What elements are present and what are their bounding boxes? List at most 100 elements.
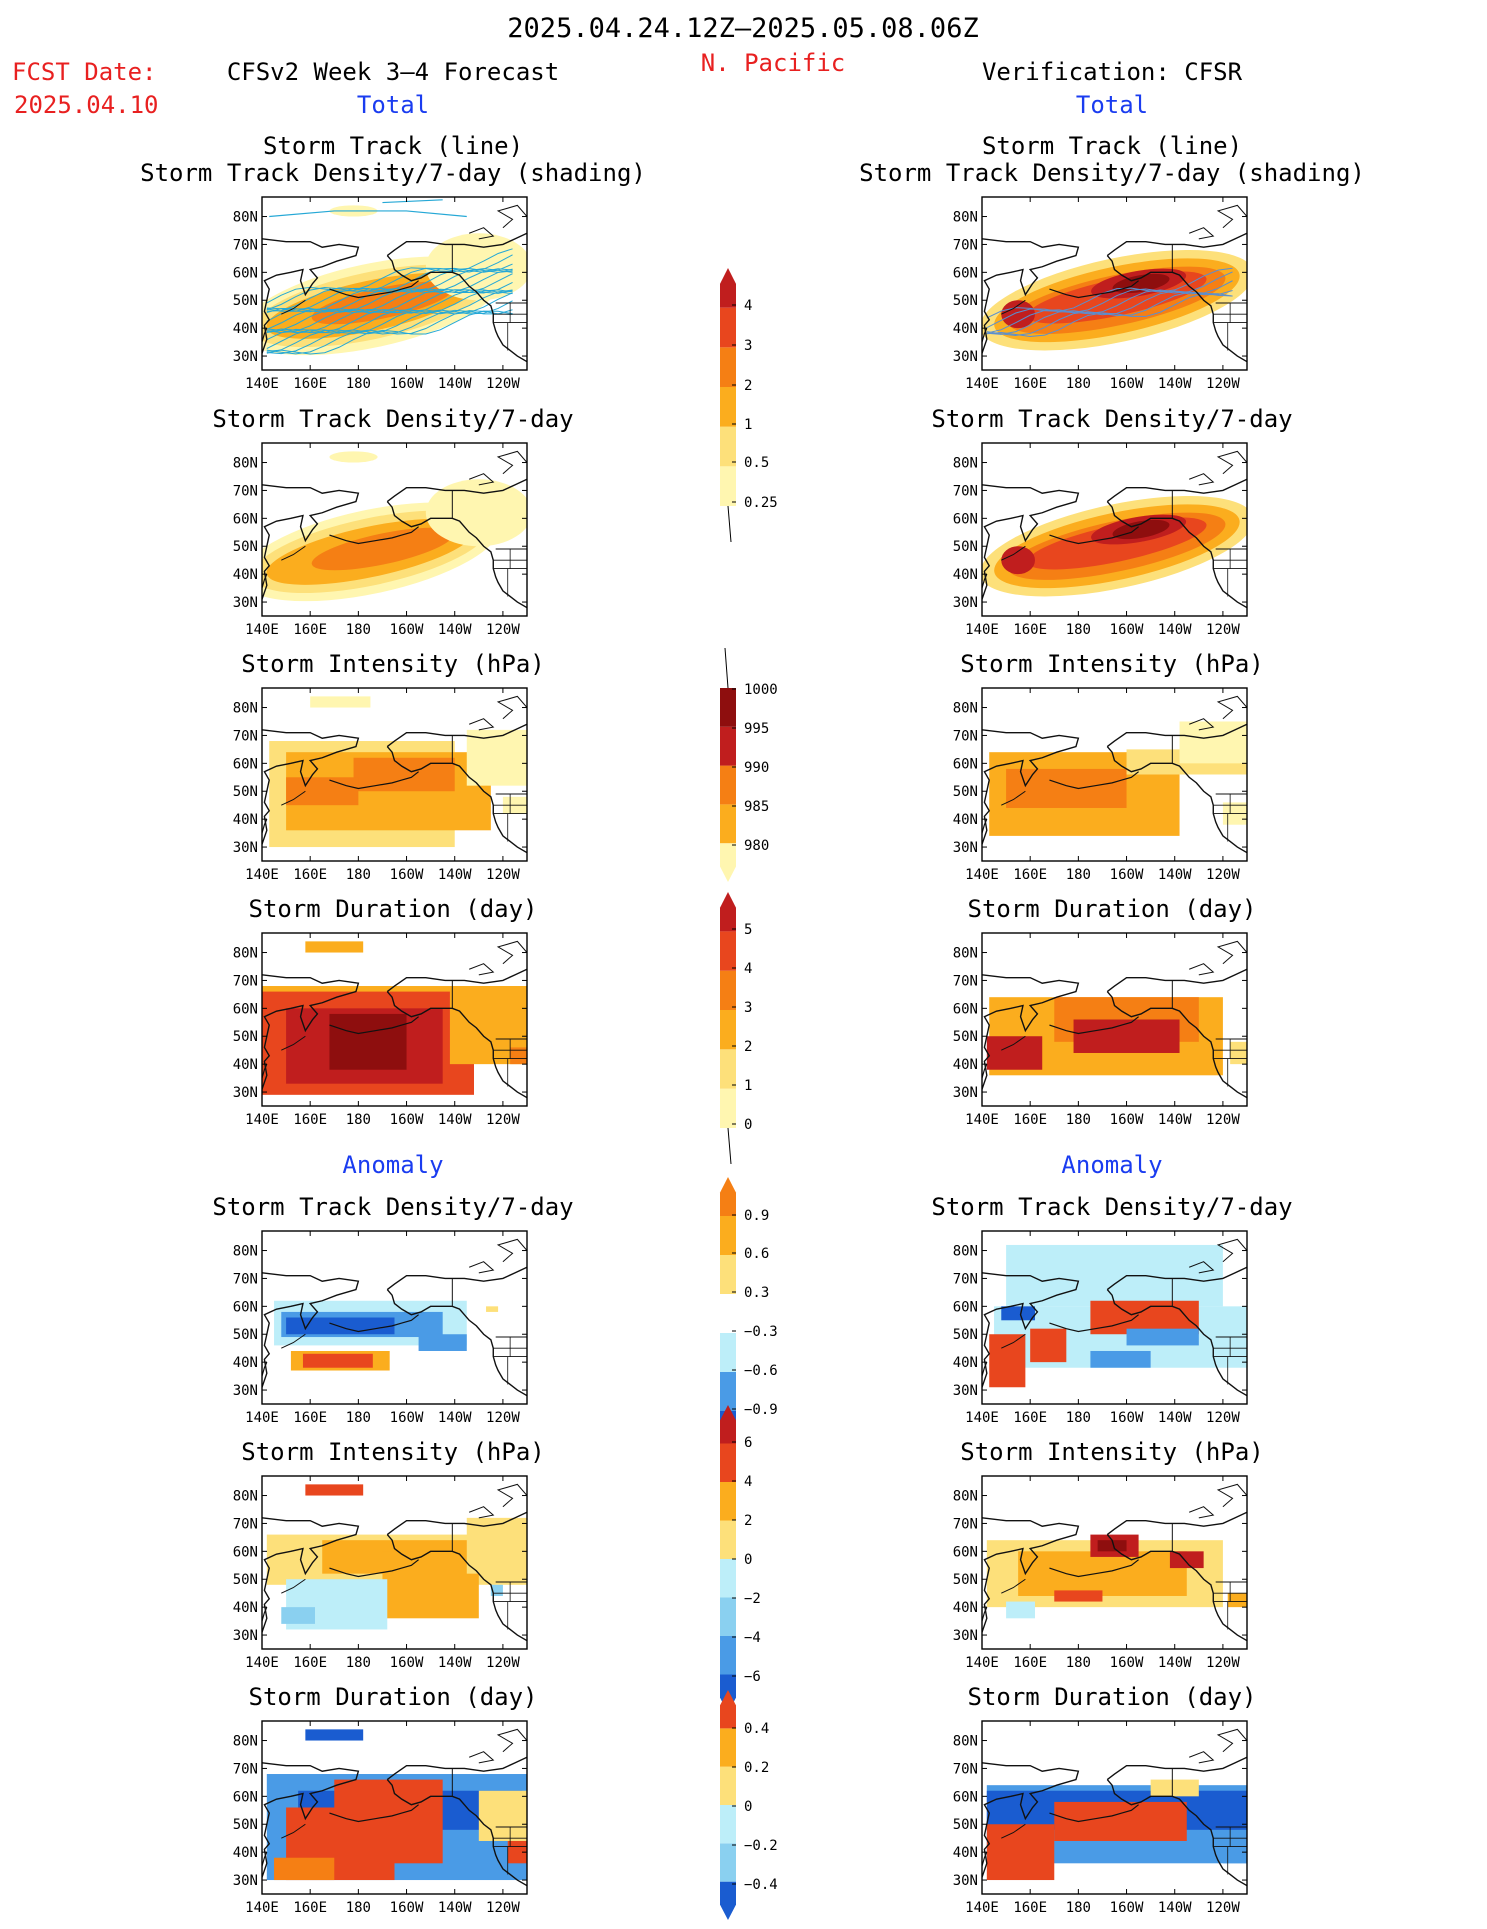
shade-region [311, 527, 454, 571]
lat-tick-label: 30N [953, 840, 978, 856]
coastline-kuril [1001, 1035, 1026, 1051]
coastline-arctic [1106, 1266, 1247, 1291]
coastline-north-america [386, 255, 527, 363]
colorbar-segment [720, 426, 736, 467]
colorbar-segment [720, 1405, 736, 1444]
lat-tick-label: 70N [233, 483, 258, 499]
lat-tick-label: 50N [233, 293, 258, 309]
colorbar-tick-label: 0.6 [744, 1246, 769, 1262]
coastline-north-america [1106, 255, 1247, 363]
date-range-title: 2025.04.24.12Z–2025.05.08.06Z [507, 13, 978, 44]
lat-tick-label: 70N [953, 728, 978, 744]
lat-tick-label: 70N [233, 237, 258, 253]
r-duration-title: Storm Duration (day) [968, 895, 1257, 923]
lat-tick-label: 30N [233, 1628, 258, 1644]
coastline-islands [496, 695, 527, 720]
colorbar-tick-label: 0.5 [744, 455, 769, 471]
colorbar-tick-label: 4 [744, 961, 752, 977]
coastline-japan [982, 573, 988, 589]
coastline-islands [469, 963, 495, 976]
shade-region [329, 451, 378, 463]
coastline-islands [1216, 450, 1247, 475]
shade-cell-block [1018, 1551, 1187, 1596]
coastline-japan [262, 1851, 268, 1867]
colorbar-tick-label: 0 [744, 1552, 752, 1568]
fcst-date-label: FCST Date: [12, 58, 157, 86]
map-frame [981, 442, 1248, 617]
colorbar-tick-label: −6 [744, 1669, 761, 1685]
lon-tick-label: 160E [1013, 1655, 1047, 1671]
shade-cell-block [1006, 1244, 1223, 1307]
coastline-islands [469, 718, 495, 731]
colorbar-duration: 5 4 3 2 1 0 [720, 892, 752, 1165]
colorbar-segment [720, 1482, 736, 1521]
coastline-kuril [1001, 1823, 1026, 1839]
coastline-north-america [1106, 501, 1247, 609]
colorbar-segment [720, 1294, 736, 1333]
colorbar-segment [720, 804, 736, 844]
colorbar-segment [720, 931, 736, 971]
lon-tick-label: 140E [245, 1900, 279, 1916]
colorbar-tick-label: 6 [744, 1435, 752, 1451]
colorbar-tick-label: −0.2 [744, 1838, 778, 1854]
colorbar-tick-label: 4 [744, 298, 752, 314]
colorbar-segment [720, 843, 736, 882]
coastline-north-america [386, 1534, 527, 1642]
lon-tick-label: 180 [346, 1410, 371, 1426]
lat-tick-label: 50N [233, 1029, 258, 1045]
coastline-islands [496, 1483, 527, 1508]
lat-tick-label: 50N [953, 1817, 978, 1833]
lat-tick-label: 40N [953, 1600, 978, 1616]
l-track-line-title: Storm Track (line) [263, 132, 523, 160]
coastline-arctic [1106, 723, 1247, 748]
colorbar-tick-label: 5 [744, 922, 752, 938]
lat-tick-label: 80N [953, 946, 978, 962]
coastline-kuril [281, 545, 306, 561]
lat-tick-label: 60N [233, 1544, 258, 1560]
r-intensity-title: Storm Intensity (hPa) [960, 650, 1263, 678]
r-track-shading-title: Storm Track Density/7-day (shading) [859, 159, 1365, 187]
storm-track-line [266, 267, 513, 312]
lat-tick-label: 30N [953, 1873, 978, 1889]
colorbar-segment [720, 892, 736, 932]
l-track-shading-title: Storm Track Density/7-day (shading) [140, 159, 646, 187]
coastline-asia [262, 1517, 360, 1633]
lon-tick-label: 160W [390, 1655, 424, 1671]
colorbar-tick-label: −2 [744, 1591, 761, 1607]
lon-tick-label: 160E [1013, 622, 1047, 638]
coastline-asia [262, 1762, 360, 1878]
coastline-islands [469, 473, 495, 486]
coastline-arctic [386, 232, 527, 257]
colorbar-tick-label: 990 [744, 760, 769, 776]
lon-tick-label: 120W [1206, 376, 1240, 392]
coastline-asia [262, 1272, 360, 1388]
lat-tick-label: 70N [953, 1271, 978, 1287]
coastline-kuril [1001, 1578, 1026, 1594]
lat-tick-label: 80N [953, 1489, 978, 1505]
storm-track-line [986, 289, 1233, 335]
lat-tick-label: 30N [953, 1383, 978, 1399]
lat-tick-label: 50N [233, 1572, 258, 1588]
lon-tick-label: 140W [438, 622, 472, 638]
colorbar-tick-label: −0.6 [744, 1363, 778, 1379]
colorbar-segment [720, 1597, 736, 1636]
map-frame [981, 687, 1248, 862]
coastline-islands [496, 1238, 527, 1263]
shade-region [311, 281, 454, 325]
coastline-islands [1216, 204, 1247, 229]
l-duration-anom-title: Storm Duration (day) [249, 1683, 538, 1711]
coastline-islands [496, 450, 527, 475]
map-frame [981, 1230, 1248, 1405]
lon-tick-label: 160W [390, 376, 424, 392]
colorbar-tick-label: 0.2 [744, 1760, 769, 1776]
coastline-aleutians [1049, 1016, 1139, 1035]
colorbar-duration_anom: 0.4 0.2 0 −0.2 −0.4 [720, 1690, 778, 1920]
lat-tick-label: 50N [233, 1327, 258, 1343]
forecast-title: CFSv2 Week 3–4 Forecast [227, 58, 559, 86]
lon-tick-label: 160W [390, 1900, 424, 1916]
colorbar-tick-label: 2 [744, 378, 752, 394]
lon-tick-label: 180 [346, 622, 371, 638]
colorbar-segment [720, 268, 736, 308]
lon-tick-label: 140W [438, 376, 472, 392]
